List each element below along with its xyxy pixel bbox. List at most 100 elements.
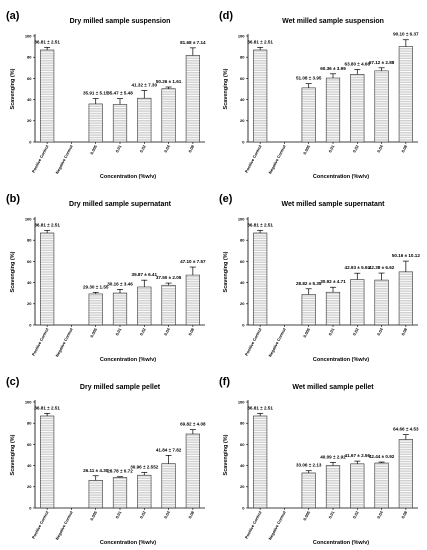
- bar-5: [161, 88, 176, 143]
- data-label-6: 90.10 ± 6.37: [393, 32, 419, 37]
- category-label-0: Positive Control: [244, 510, 263, 539]
- y-tick-label: 20: [27, 118, 32, 123]
- bar-6: [185, 55, 200, 143]
- bar-6: [398, 271, 413, 326]
- y-axis-label: Scavenging (%): [10, 251, 16, 292]
- y-tick-label: 60: [240, 76, 245, 81]
- data-label-0: 86.81 ± 2.51: [247, 39, 273, 44]
- chart-title: Wet milled sample supernatant: [282, 201, 386, 208]
- data-label-6: 64.66 ± 4.53: [393, 427, 419, 432]
- bar-2: [301, 472, 316, 509]
- y-tick-label: 60: [27, 76, 32, 81]
- category-label-2: 0.005: [302, 509, 311, 521]
- data-label-2: 26.11 ± 4.30: [83, 468, 109, 473]
- y-tick-label: 0: [29, 505, 32, 510]
- x-axis-label: Concentration (%w/v): [313, 540, 369, 546]
- x-axis-label: Concentration (%w/v): [100, 540, 156, 546]
- panel-e: (e) Wet milled sample supernatant Scavengi…: [219, 193, 420, 363]
- y-tick-label: 0: [242, 505, 245, 510]
- chart-title: Wet milled sample pellet: [292, 384, 374, 391]
- category-label-3: 0.01: [327, 509, 335, 519]
- category-label-6: 0.08: [187, 326, 195, 336]
- data-label-6: 81.68 ± 7.14: [180, 40, 206, 45]
- y-tick-label: 80: [27, 421, 32, 426]
- bar-4: [350, 279, 365, 326]
- category-label-2: 0.005: [89, 143, 98, 155]
- y-tick-label: 40: [240, 280, 245, 285]
- bar-6: [398, 46, 413, 143]
- bar-0: [40, 49, 55, 143]
- y-axis-label: Scavenging (%): [223, 434, 229, 475]
- category-label-1: Negative Control: [267, 327, 286, 358]
- bar-3: [325, 291, 341, 326]
- panel-letter: (d): [219, 10, 233, 22]
- y-tick-label: 60: [240, 442, 245, 447]
- y-tick-label: 80: [27, 238, 32, 243]
- data-label-3: 35.47 ± 5.48: [107, 91, 133, 96]
- category-label-1: Negative Control: [267, 144, 286, 175]
- chart-title: Dry milled sample suspension: [70, 18, 171, 25]
- y-tick-label: 40: [240, 463, 245, 468]
- data-label-3: 28.78 ± 0.72: [107, 469, 133, 474]
- bar-0: [40, 232, 55, 326]
- panel-a: (a) Dry milled sample suspension Scavengin…: [6, 10, 206, 180]
- data-label-0: 86.81 ± 2.51: [247, 405, 273, 410]
- y-tick-label: 80: [240, 55, 245, 60]
- data-label-2: 33.06 ± 2.13: [296, 463, 322, 468]
- x-axis-label: Concentration (%w/v): [100, 357, 156, 363]
- data-label-4: 30.96 ± 2.552: [130, 464, 159, 469]
- y-tick-label: 100: [238, 399, 245, 404]
- bar-2: [88, 103, 103, 143]
- panel-letter: (f): [219, 376, 230, 388]
- data-label-2: 29.30 ± 1.55: [83, 284, 109, 289]
- category-label-0: Positive Control: [31, 510, 50, 539]
- bar-4: [350, 463, 365, 509]
- data-label-0: 86.81 ± 2.51: [34, 222, 60, 227]
- data-label-0: 86.81 ± 2.51: [34, 39, 60, 44]
- data-label-3: 30.16 ± 3.46: [107, 281, 133, 286]
- category-label-2: 0.005: [89, 509, 98, 521]
- data-label-4: 63.80 ± 4.66: [345, 61, 371, 66]
- category-label-5: 0.04: [376, 509, 384, 519]
- category-label-0: Positive Control: [31, 144, 50, 173]
- y-tick-label: 100: [238, 33, 245, 38]
- y-tick-label: 80: [27, 55, 32, 60]
- bar-0: [40, 415, 55, 509]
- category-label-2: 0.005: [302, 326, 311, 338]
- bar-4: [137, 286, 152, 326]
- category-label-3: 0.01: [114, 326, 122, 336]
- y-axis-label: Scavenging (%): [223, 251, 229, 292]
- data-label-4: 41.32 ± 7.30: [132, 82, 158, 87]
- bar-6: [185, 274, 200, 326]
- category-label-6: 0.08: [187, 509, 195, 519]
- y-tick-label: 0: [29, 139, 32, 144]
- bar-2: [301, 87, 316, 143]
- data-label-2: 51.08 ± 3.95: [296, 76, 322, 81]
- bar-3: [325, 465, 341, 509]
- category-label-5: 0.04: [163, 509, 171, 519]
- y-tick-label: 20: [240, 118, 245, 123]
- category-label-2: 0.005: [89, 326, 98, 338]
- category-label-6: 0.08: [187, 143, 195, 153]
- x-axis-label: Concentration (%w/v): [313, 357, 369, 363]
- bar-2: [88, 480, 103, 509]
- bar-4: [137, 97, 152, 143]
- bar-2: [88, 293, 103, 326]
- data-label-4: 42.93 ± 5.92: [345, 265, 371, 270]
- category-label-5: 0.04: [163, 143, 171, 153]
- panel-d: (d) Wet milled sample suspension Scavengin…: [219, 10, 419, 180]
- category-label-4: 0.02: [352, 509, 360, 519]
- data-label-6: 47.10 ± 7.57: [180, 259, 206, 264]
- data-label-4: 41.67 ± 2.56: [345, 453, 371, 458]
- panel-letter: (c): [6, 376, 20, 388]
- y-tick-label: 20: [27, 301, 32, 306]
- bar-3: [112, 104, 128, 143]
- data-label-2: 35.91 ± 5.15: [83, 90, 109, 95]
- y-tick-label: 0: [242, 139, 245, 144]
- data-label-3: 60.36 ± 3.99: [320, 66, 346, 71]
- y-axis-label: Scavenging (%): [223, 68, 229, 109]
- bar-5: [161, 463, 176, 509]
- bar-5: [374, 70, 389, 143]
- data-label-6: 69.82 ± 4.08: [180, 422, 206, 427]
- x-axis-label: Concentration (%w/v): [100, 174, 156, 180]
